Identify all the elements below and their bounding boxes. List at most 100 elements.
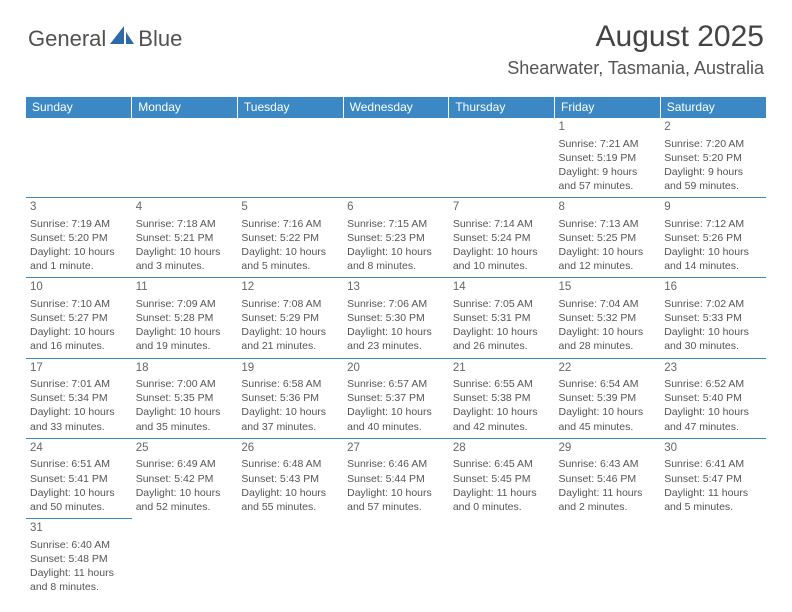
calendar-cell: 18Sunrise: 7:00 AM Sunset: 5:35 PM Dayli… xyxy=(132,358,238,438)
calendar-cell: 9Sunrise: 7:12 AM Sunset: 5:26 PM Daylig… xyxy=(660,198,766,278)
calendar-cell: 25Sunrise: 6:49 AM Sunset: 5:42 PM Dayli… xyxy=(132,438,238,518)
calendar-cell: 5Sunrise: 7:16 AM Sunset: 5:22 PM Daylig… xyxy=(237,198,343,278)
calendar-cell-empty xyxy=(660,519,766,599)
title-block: August 2025 Shearwater, Tasmania, Austra… xyxy=(507,20,764,79)
weekday-header: Wednesday xyxy=(343,97,449,118)
calendar-cell-empty xyxy=(343,519,449,599)
calendar-cell: 26Sunrise: 6:48 AM Sunset: 5:43 PM Dayli… xyxy=(237,438,343,518)
calendar-cell: 17Sunrise: 7:01 AM Sunset: 5:34 PM Dayli… xyxy=(26,358,132,438)
calendar-row: 10Sunrise: 7:10 AM Sunset: 5:27 PM Dayli… xyxy=(26,278,766,358)
day-info: Sunrise: 6:45 AM Sunset: 5:45 PM Dayligh… xyxy=(453,457,551,514)
calendar-cell-empty xyxy=(132,118,238,198)
calendar-cell: 1Sunrise: 7:21 AM Sunset: 5:19 PM Daylig… xyxy=(555,118,661,198)
day-info: Sunrise: 6:55 AM Sunset: 5:38 PM Dayligh… xyxy=(453,377,551,434)
calendar-cell: 2Sunrise: 7:20 AM Sunset: 5:20 PM Daylig… xyxy=(660,118,766,198)
day-info: Sunrise: 7:08 AM Sunset: 5:29 PM Dayligh… xyxy=(241,297,339,354)
day-number: 22 xyxy=(559,361,657,377)
day-number: 31 xyxy=(30,521,128,537)
day-number: 7 xyxy=(453,200,551,216)
calendar-cell: 28Sunrise: 6:45 AM Sunset: 5:45 PM Dayli… xyxy=(449,438,555,518)
weekday-header: Friday xyxy=(555,97,661,118)
day-info: Sunrise: 6:43 AM Sunset: 5:46 PM Dayligh… xyxy=(559,457,657,514)
calendar-row: 1Sunrise: 7:21 AM Sunset: 5:19 PM Daylig… xyxy=(26,118,766,198)
calendar-cell: 14Sunrise: 7:05 AM Sunset: 5:31 PM Dayli… xyxy=(449,278,555,358)
day-info: Sunrise: 6:48 AM Sunset: 5:43 PM Dayligh… xyxy=(241,457,339,514)
day-info: Sunrise: 6:41 AM Sunset: 5:47 PM Dayligh… xyxy=(664,457,762,514)
day-number: 13 xyxy=(347,280,445,296)
day-info: Sunrise: 6:58 AM Sunset: 5:36 PM Dayligh… xyxy=(241,377,339,434)
calendar-cell-empty xyxy=(343,118,449,198)
day-number: 20 xyxy=(347,361,445,377)
weekday-header: Tuesday xyxy=(237,97,343,118)
month-title: August 2025 xyxy=(507,20,764,54)
day-number: 24 xyxy=(30,441,128,457)
day-number: 10 xyxy=(30,280,128,296)
day-number: 16 xyxy=(664,280,762,296)
day-info: Sunrise: 6:40 AM Sunset: 5:48 PM Dayligh… xyxy=(30,538,128,595)
day-number: 30 xyxy=(664,441,762,457)
day-number: 5 xyxy=(241,200,339,216)
day-info: Sunrise: 7:02 AM Sunset: 5:33 PM Dayligh… xyxy=(664,297,762,354)
day-number: 23 xyxy=(664,361,762,377)
day-info: Sunrise: 6:57 AM Sunset: 5:37 PM Dayligh… xyxy=(347,377,445,434)
location: Shearwater, Tasmania, Australia xyxy=(507,58,764,79)
day-info: Sunrise: 7:18 AM Sunset: 5:21 PM Dayligh… xyxy=(136,217,234,274)
day-info: Sunrise: 6:54 AM Sunset: 5:39 PM Dayligh… xyxy=(559,377,657,434)
calendar-cell: 11Sunrise: 7:09 AM Sunset: 5:28 PM Dayli… xyxy=(132,278,238,358)
day-number: 28 xyxy=(453,441,551,457)
day-info: Sunrise: 7:14 AM Sunset: 5:24 PM Dayligh… xyxy=(453,217,551,274)
day-number: 26 xyxy=(241,441,339,457)
day-info: Sunrise: 7:09 AM Sunset: 5:28 PM Dayligh… xyxy=(136,297,234,354)
day-number: 9 xyxy=(664,200,762,216)
calendar-cell: 23Sunrise: 6:52 AM Sunset: 5:40 PM Dayli… xyxy=(660,358,766,438)
day-info: Sunrise: 7:00 AM Sunset: 5:35 PM Dayligh… xyxy=(136,377,234,434)
calendar-row: 3Sunrise: 7:19 AM Sunset: 5:20 PM Daylig… xyxy=(26,198,766,278)
day-info: Sunrise: 6:46 AM Sunset: 5:44 PM Dayligh… xyxy=(347,457,445,514)
day-number: 25 xyxy=(136,441,234,457)
calendar-cell-empty xyxy=(449,118,555,198)
calendar-cell-empty xyxy=(449,519,555,599)
day-number: 4 xyxy=(136,200,234,216)
day-info: Sunrise: 7:16 AM Sunset: 5:22 PM Dayligh… xyxy=(241,217,339,274)
calendar-cell-empty xyxy=(132,519,238,599)
header: General Blue August 2025 Shearwater, Tas… xyxy=(0,0,792,87)
day-number: 27 xyxy=(347,441,445,457)
calendar-cell: 12Sunrise: 7:08 AM Sunset: 5:29 PM Dayli… xyxy=(237,278,343,358)
day-info: Sunrise: 7:10 AM Sunset: 5:27 PM Dayligh… xyxy=(30,297,128,354)
day-info: Sunrise: 6:49 AM Sunset: 5:42 PM Dayligh… xyxy=(136,457,234,514)
day-info: Sunrise: 7:12 AM Sunset: 5:26 PM Dayligh… xyxy=(664,217,762,274)
day-info: Sunrise: 7:19 AM Sunset: 5:20 PM Dayligh… xyxy=(30,217,128,274)
calendar-cell: 30Sunrise: 6:41 AM Sunset: 5:47 PM Dayli… xyxy=(660,438,766,518)
calendar-table: SundayMondayTuesdayWednesdayThursdayFrid… xyxy=(26,97,766,598)
calendar-cell: 13Sunrise: 7:06 AM Sunset: 5:30 PM Dayli… xyxy=(343,278,449,358)
day-number: 17 xyxy=(30,361,128,377)
calendar-cell: 19Sunrise: 6:58 AM Sunset: 5:36 PM Dayli… xyxy=(237,358,343,438)
calendar-row: 31Sunrise: 6:40 AM Sunset: 5:48 PM Dayli… xyxy=(26,519,766,599)
logo-text-1: General xyxy=(28,26,106,52)
day-info: Sunrise: 7:21 AM Sunset: 5:19 PM Dayligh… xyxy=(559,137,657,194)
calendar-cell: 27Sunrise: 6:46 AM Sunset: 5:44 PM Dayli… xyxy=(343,438,449,518)
calendar-cell: 6Sunrise: 7:15 AM Sunset: 5:23 PM Daylig… xyxy=(343,198,449,278)
logo-text-2: Blue xyxy=(138,26,182,52)
calendar-cell: 3Sunrise: 7:19 AM Sunset: 5:20 PM Daylig… xyxy=(26,198,132,278)
day-number: 21 xyxy=(453,361,551,377)
day-number: 15 xyxy=(559,280,657,296)
day-number: 29 xyxy=(559,441,657,457)
day-info: Sunrise: 7:13 AM Sunset: 5:25 PM Dayligh… xyxy=(559,217,657,274)
day-info: Sunrise: 7:20 AM Sunset: 5:20 PM Dayligh… xyxy=(664,137,762,194)
weekday-header: Saturday xyxy=(660,97,766,118)
calendar-row: 24Sunrise: 6:51 AM Sunset: 5:41 PM Dayli… xyxy=(26,438,766,518)
weekday-header: Monday xyxy=(132,97,238,118)
day-info: Sunrise: 7:06 AM Sunset: 5:30 PM Dayligh… xyxy=(347,297,445,354)
calendar-cell: 20Sunrise: 6:57 AM Sunset: 5:37 PM Dayli… xyxy=(343,358,449,438)
day-number: 8 xyxy=(559,200,657,216)
day-info: Sunrise: 7:04 AM Sunset: 5:32 PM Dayligh… xyxy=(559,297,657,354)
day-number: 1 xyxy=(559,120,657,136)
day-number: 3 xyxy=(30,200,128,216)
day-info: Sunrise: 7:01 AM Sunset: 5:34 PM Dayligh… xyxy=(30,377,128,434)
calendar-cell-empty xyxy=(237,118,343,198)
calendar-cell: 21Sunrise: 6:55 AM Sunset: 5:38 PM Dayli… xyxy=(449,358,555,438)
calendar-cell: 31Sunrise: 6:40 AM Sunset: 5:48 PM Dayli… xyxy=(26,519,132,599)
calendar-cell: 29Sunrise: 6:43 AM Sunset: 5:46 PM Dayli… xyxy=(555,438,661,518)
day-number: 18 xyxy=(136,361,234,377)
